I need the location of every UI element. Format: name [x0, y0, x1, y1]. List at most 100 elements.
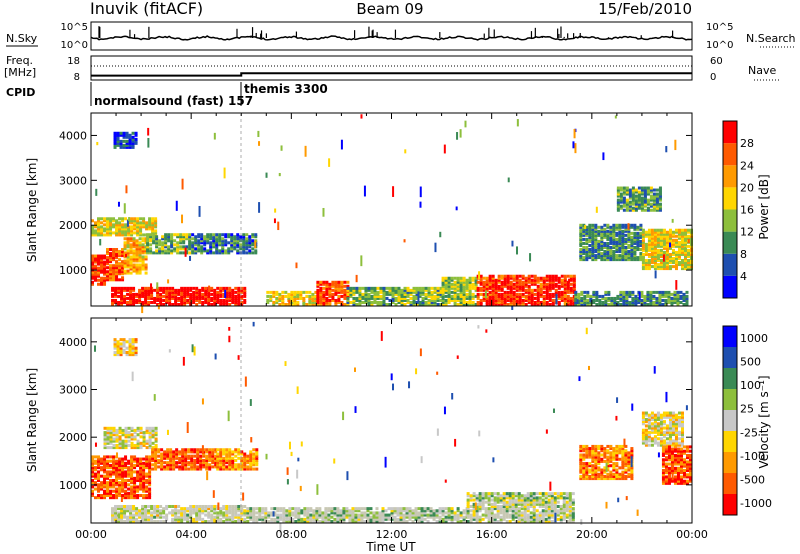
range-cell: [542, 296, 546, 300]
range-cell: [135, 511, 139, 515]
range-cell: [163, 456, 167, 460]
range-cell: [135, 520, 139, 523]
range-cell: [309, 520, 313, 523]
range-cell: [121, 479, 125, 482]
range-cell: [588, 239, 592, 243]
range-cell: [619, 194, 623, 198]
range-cell: [138, 515, 142, 519]
range-cell: [258, 517, 262, 521]
range-cell: [201, 504, 205, 508]
range-cell: [412, 288, 416, 292]
range-cell: [462, 290, 466, 294]
range-cell: [527, 292, 531, 296]
range-cell: [221, 241, 225, 245]
range-cell: [212, 235, 216, 239]
range-cell: [218, 233, 222, 237]
range-cell: [412, 296, 416, 300]
range-cell: [219, 517, 223, 521]
range-cell: [342, 511, 346, 515]
range-cell: [106, 248, 110, 252]
range-cell: [132, 507, 136, 511]
range-cell: [204, 296, 208, 300]
range-cell: [572, 286, 576, 290]
range-cell: [683, 228, 687, 232]
range-cell: [91, 461, 94, 465]
range-cell: [243, 461, 247, 465]
range-cell: [152, 239, 156, 243]
range-cell: [420, 520, 424, 523]
range-cell: [618, 223, 622, 227]
range-cell: [554, 290, 558, 294]
range-cell: [503, 290, 507, 294]
range-cell: [411, 520, 415, 523]
range-cell: [290, 296, 294, 300]
range-cell: [619, 292, 623, 296]
range-cell: [665, 259, 669, 263]
range-cell: [441, 298, 445, 302]
range-cell: [243, 288, 247, 292]
range-cell: [142, 476, 146, 480]
range-cell: [127, 233, 131, 237]
range-cell: [156, 520, 160, 523]
range-cell: [269, 290, 273, 294]
range-cell: [436, 303, 440, 306]
range-cell: [671, 230, 675, 234]
range-cell: [563, 292, 567, 296]
range-cell: [127, 443, 131, 447]
range-cell: [249, 513, 253, 517]
range-cell: [135, 251, 139, 255]
scatter-cell: [128, 217, 131, 222]
range-cell: [453, 288, 457, 292]
range-cell: [128, 133, 132, 137]
range-cell: [485, 278, 489, 282]
range-cell: [358, 303, 362, 306]
range-cell: [606, 241, 610, 245]
range-cell: [515, 300, 519, 304]
range-cell: [683, 230, 687, 234]
range-cell: [159, 520, 163, 523]
range-cell: [121, 278, 125, 282]
range-cell: [243, 467, 247, 471]
range-cell: [384, 517, 388, 521]
range-cell: [291, 520, 295, 523]
range-cell: [151, 450, 155, 454]
range-cell: [662, 238, 666, 242]
range-cell: [129, 298, 133, 302]
range-cell: [406, 298, 410, 302]
colorbar-swatch: [723, 275, 737, 298]
range-cell: [246, 513, 250, 517]
range-cell: [141, 261, 145, 265]
range-cell: [312, 520, 316, 523]
range-cell: [129, 294, 133, 298]
range-cell: [132, 267, 136, 271]
range-cell: [656, 236, 660, 240]
range-cell: [453, 515, 457, 519]
range-cell: [444, 507, 448, 511]
range-cell: [656, 254, 660, 258]
range-cell: [133, 476, 137, 480]
range-cell: [447, 276, 451, 280]
range-cell: [231, 290, 235, 294]
range-cell: [603, 256, 607, 260]
range-cell: [215, 245, 219, 249]
range-cell: [138, 255, 142, 259]
range-cell: [129, 247, 133, 251]
range-cell: [100, 264, 104, 268]
range-cell: [166, 448, 170, 452]
range-cell: [115, 461, 119, 465]
range-cell: [97, 474, 101, 478]
range-cell: [305, 303, 309, 306]
range-cell: [493, 502, 497, 506]
range-cell: [679, 296, 683, 300]
range-cell: [127, 229, 131, 233]
range-cell: [414, 517, 418, 521]
range-cell: [132, 292, 136, 296]
range-cell: [109, 217, 113, 221]
range-cell: [628, 188, 632, 192]
noise-trace: [90, 35, 693, 41]
range-cell: [653, 265, 657, 269]
range-cell: [646, 188, 650, 192]
range-cell: [228, 507, 232, 511]
range-cell: [109, 433, 113, 437]
range-cell: [346, 288, 350, 292]
